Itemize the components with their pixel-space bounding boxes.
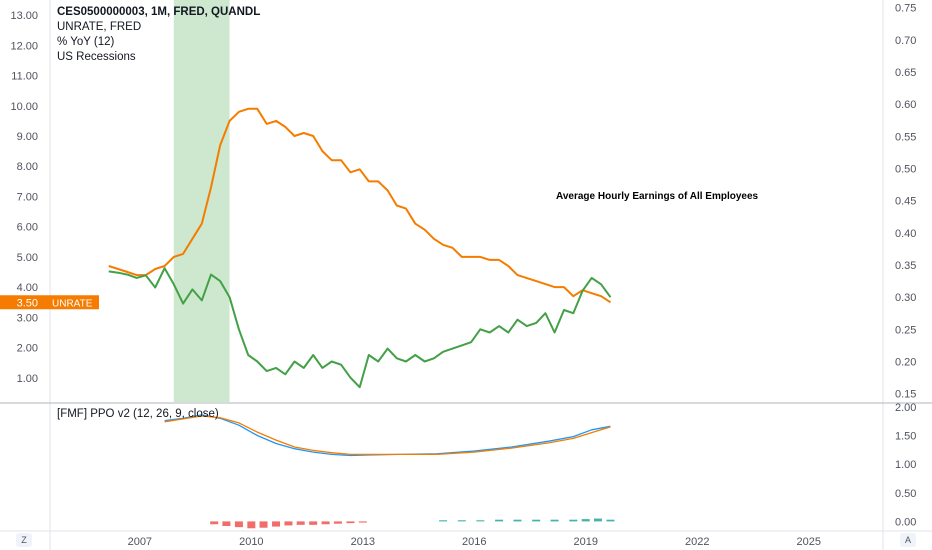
legend-transform[interactable]: % YoY (12) <box>57 36 115 48</box>
histogram-bar <box>247 521 256 529</box>
unrate-badge-value: 3.50 <box>17 297 38 309</box>
zoom-left-button[interactable]: Z <box>16 533 32 547</box>
histogram-bar <box>439 520 448 522</box>
left-tick-label: 13.00 <box>10 10 38 22</box>
histogram-bar <box>495 519 504 522</box>
left-tick-label: 11.00 <box>11 71 38 83</box>
right-tick-label: 0.55 <box>895 131 916 143</box>
right-tick-label: 0.30 <box>895 292 916 304</box>
legend-compare[interactable]: UNRATE, FRED <box>57 21 142 33</box>
histogram-bar <box>476 520 485 522</box>
left-tick-label: 12.00 <box>10 40 38 52</box>
unrate-price-badge[interactable] <box>0 295 99 310</box>
left-tick-label: 3.00 <box>17 312 38 324</box>
left-tick-label: 2.00 <box>17 343 38 355</box>
indicator-tick-label: 1.50 <box>895 431 916 443</box>
right-tick-label: 0.20 <box>895 356 916 368</box>
legend-overlay[interactable]: US Recessions <box>57 51 136 63</box>
time-tick-label: 2007 <box>128 536 152 548</box>
histogram-bar <box>284 521 293 526</box>
left-tick-label: 5.00 <box>17 252 38 264</box>
ppo-line[interactable] <box>164 414 611 457</box>
right-tick-label: 0.40 <box>895 228 916 240</box>
recession-band <box>173 0 230 402</box>
time-tick-label: 2019 <box>573 536 597 548</box>
indicator-tick-label: 1.00 <box>895 459 916 471</box>
left-tick-label: 1.00 <box>17 373 38 385</box>
histogram-bar <box>272 521 281 527</box>
histogram-bar <box>593 518 602 522</box>
indicator-title[interactable]: [FMF] PPO v2 (12, 26, 9, close) <box>57 408 219 420</box>
indicator-tick-label: 2.00 <box>895 402 916 414</box>
histogram-bar <box>457 520 466 522</box>
legend-symbol[interactable]: CES0500000003, 1M, FRED, QUANDL <box>57 6 261 18</box>
unrate-line[interactable] <box>108 107 612 304</box>
histogram-bar <box>259 521 268 528</box>
histogram-bar <box>234 521 243 528</box>
histogram-bar <box>210 521 219 525</box>
chart-annotation[interactable]: Average Hourly Earnings of All Employees <box>556 191 759 202</box>
left-tick-label: 10.00 <box>10 101 38 113</box>
histogram-bar <box>296 521 305 525</box>
histogram-bar <box>513 519 522 522</box>
indicator-tick-label: 0.50 <box>895 488 916 500</box>
time-tick-label: 2013 <box>351 536 375 548</box>
histogram-bar <box>309 521 318 525</box>
left-tick-label: 6.00 <box>17 222 38 234</box>
right-tick-label: 0.15 <box>895 389 916 401</box>
histogram-bar <box>321 521 330 525</box>
right-tick-label: 0.65 <box>895 67 916 79</box>
time-tick-label: 2022 <box>685 536 709 548</box>
right-tick-label: 0.70 <box>895 35 916 47</box>
chart-legend: CES0500000003, 1M, FRED, QUANDL UNRATE, … <box>57 5 260 65</box>
auto-scale-button[interactable]: A <box>900 533 916 547</box>
time-tick-label: 2016 <box>462 536 486 548</box>
right-tick-label: 0.50 <box>895 164 916 176</box>
unrate-badge-label: UNRATE <box>52 298 93 309</box>
histogram-bar <box>606 519 615 522</box>
time-tick-label: 2010 <box>239 536 263 548</box>
histogram-bar <box>581 519 590 522</box>
indicator-tick-label: 0.00 <box>895 516 916 528</box>
left-tick-label: 4.00 <box>17 282 38 294</box>
left-tick-label: 7.00 <box>17 191 38 203</box>
histogram-bar <box>550 519 559 522</box>
histogram-bar <box>346 521 355 524</box>
earnings-line[interactable] <box>108 267 612 389</box>
histogram-bar <box>358 521 367 523</box>
time-tick-label: 2025 <box>796 536 820 548</box>
right-tick-label: 0.35 <box>895 260 916 272</box>
histogram-bar <box>333 521 342 524</box>
right-tick-label: 0.75 <box>895 3 916 15</box>
histogram-bar <box>569 519 578 522</box>
histogram-bar <box>222 521 231 526</box>
right-tick-label: 0.25 <box>895 324 916 336</box>
histogram-bar <box>532 519 541 522</box>
left-tick-label: 9.00 <box>17 131 38 143</box>
right-tick-label: 0.60 <box>895 99 916 111</box>
signal-line[interactable] <box>164 415 611 456</box>
right-tick-label: 0.45 <box>895 196 916 208</box>
left-tick-label: 8.00 <box>17 161 38 173</box>
